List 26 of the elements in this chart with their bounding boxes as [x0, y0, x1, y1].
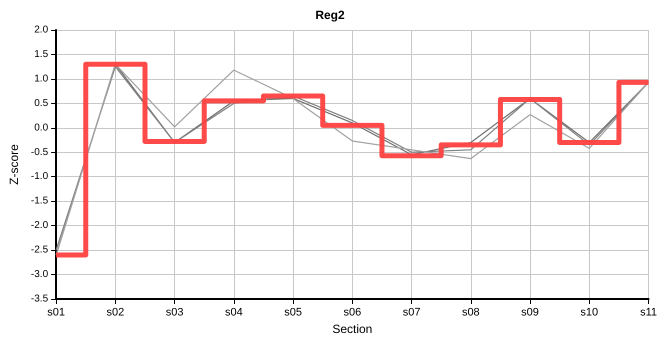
y-tick-label: -1.5	[30, 196, 49, 207]
y-tick-label: 0.0	[34, 122, 49, 134]
y-tick-label: 2.0	[34, 24, 49, 36]
x-tick-label: s01	[47, 306, 66, 318]
y-tick-label: 1.0	[34, 73, 49, 84]
y-tick-label: -0.5	[30, 146, 49, 158]
x-tick-label: s10	[580, 306, 598, 318]
x-axis-title: Section	[332, 322, 372, 336]
y-tick-label: -3.0	[30, 269, 49, 280]
x-tick-label: s07	[402, 306, 420, 318]
x-tick-label: s03	[166, 306, 184, 318]
x-tick-label: s05	[284, 306, 302, 318]
y-tick-label: 1.5	[34, 48, 49, 60]
x-tick-label: s04	[224, 306, 243, 318]
y-axis-title: Z-score	[7, 144, 21, 185]
x-tick-label: s09	[521, 306, 539, 318]
x-tick-label: s11	[640, 306, 657, 318]
chart-title: Reg2	[315, 8, 345, 22]
y-tick-label: -2.0	[30, 220, 49, 232]
x-tick-label: s02	[106, 306, 124, 318]
x-tick-label: s08	[462, 306, 480, 318]
y-tick-label: -2.5	[30, 244, 49, 256]
y-tick-label: 0.5	[34, 98, 49, 109]
y-tick-label: -3.5	[30, 294, 49, 304]
y-tick-label: -1.0	[30, 171, 49, 182]
x-tick-label: s06	[343, 306, 362, 318]
